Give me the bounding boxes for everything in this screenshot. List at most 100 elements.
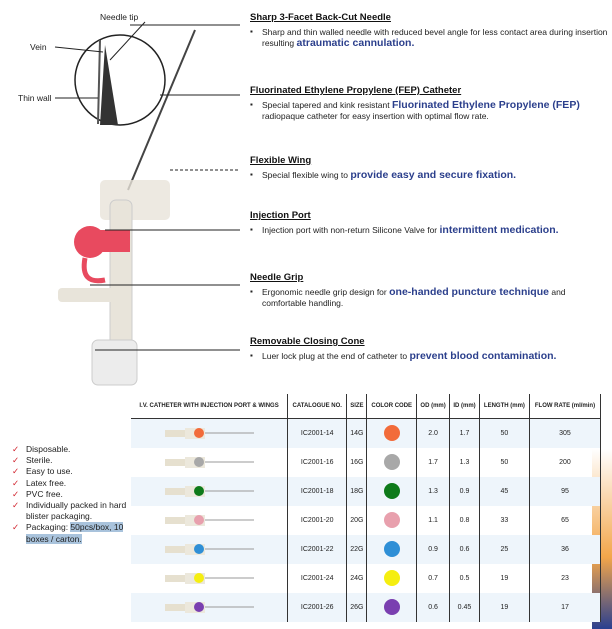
annotation-body: Ergonomic needle grip design for <box>262 287 387 297</box>
feature-item: PVC free. <box>12 489 146 500</box>
id: 0.8 <box>449 506 480 535</box>
catheter-illustration <box>54 21 240 386</box>
annotation-body: Injection port with non-return Silicone … <box>262 225 438 235</box>
size: 20G <box>346 506 368 535</box>
color-code <box>366 418 418 448</box>
od: 0.6 <box>416 593 451 622</box>
color-code <box>366 448 418 477</box>
length: 19 <box>479 564 530 593</box>
annotation-highlight: provide easy and secure fixation. <box>350 169 517 181</box>
annotation-body-2: radiopaque catheter for easy insertion w… <box>262 110 489 121</box>
od: 0.7 <box>416 564 451 593</box>
size: 24G <box>346 564 368 593</box>
annotation-3: Flexible Wing Special flexible wing to pr… <box>250 155 610 181</box>
annotation-highlight: intermittent medication. <box>439 224 559 236</box>
annotation-body: Sharp and thin walled needle with reduce… <box>262 27 608 48</box>
annotation-text: Special tapered and kink resistant Fluor… <box>250 100 610 121</box>
id: 0.5 <box>449 564 480 593</box>
annotation-title: Fluorinated Ethylene Propylene (FEP) Cat… <box>250 85 462 96</box>
table-row: IC2001-24 24G 0.7 0.5 19 23 <box>131 564 602 593</box>
feature-item: Packaging: 50pcs/box, 10 boxes / carton. <box>12 522 146 544</box>
column-header: ID (mm) <box>449 394 480 419</box>
product-image <box>131 564 289 593</box>
flow-rate: 65 <box>529 506 602 535</box>
annotation-title: Removable Closing Cone <box>250 336 365 347</box>
length: 50 <box>479 418 530 448</box>
annotation-title: Flexible Wing <box>250 155 312 166</box>
annotation-body: Special tapered and kink resistant <box>262 100 390 110</box>
selected-text: 50pcs/box, 10 boxes / carton. <box>26 522 124 544</box>
size: 14G <box>346 418 368 448</box>
product-image <box>131 418 289 448</box>
feature-text-packaging: Packaging: 50pcs/box, 10 boxes / carton. <box>26 522 124 544</box>
catalogue-no: IC2001-18 <box>287 477 348 506</box>
annotation-title: Injection Port <box>250 210 311 221</box>
catalogue-no: IC2001-24 <box>287 564 348 593</box>
annotation-text: Luer lock plug at the end of catheter to… <box>250 351 610 362</box>
color-dot <box>383 569 400 586</box>
id: 1.7 <box>449 418 480 448</box>
feature-item: Disposable. <box>12 444 146 455</box>
feature-item: Sterile. <box>12 455 146 466</box>
feature-item: Individually packed in hard blister pack… <box>12 500 146 522</box>
color-dot <box>383 453 400 470</box>
id: 0.6 <box>449 535 480 564</box>
size: 22G <box>346 535 368 564</box>
color-dot <box>383 424 400 441</box>
annotation-body: Luer lock plug at the end of catheter to <box>262 351 408 361</box>
product-image <box>131 593 289 622</box>
annotation-body-2: and comfortable handling. <box>262 287 566 308</box>
catalogue-no: IC2001-22 <box>287 535 348 564</box>
size: 16G <box>346 448 368 477</box>
spec-table: I.V. CATHETER WITH INJECTION PORT & WING… <box>131 394 602 622</box>
catalogue-no: IC2001-20 <box>287 506 348 535</box>
table-row: IC2001-20 20G 1.1 0.8 33 65 <box>131 506 602 535</box>
annotation-5: Needle Grip Ergonomic needle grip design … <box>250 272 610 308</box>
column-header: I.V. CATHETER WITH INJECTION PORT & WING… <box>131 394 289 419</box>
feature-item: Easy to use. <box>12 466 146 477</box>
catalogue-no: IC2001-14 <box>287 418 348 448</box>
annotation-text: Injection port with non-return Silicone … <box>250 225 610 236</box>
id: 0.45 <box>449 593 480 622</box>
table-row: IC2001-22 22G 0.9 0.6 25 36 <box>131 535 602 564</box>
column-header: CATALOGUE NO. <box>287 394 348 419</box>
id: 1.3 <box>449 448 480 477</box>
flow-rate: 305 <box>529 418 602 448</box>
annotation-title: Needle Grip <box>250 272 304 283</box>
size: 26G <box>346 593 368 622</box>
catalogue-no: IC2001-26 <box>287 593 348 622</box>
flow-rate: 95 <box>529 477 602 506</box>
annotation-highlight: one-handed puncture technique <box>389 286 549 298</box>
flow-rate: 23 <box>529 564 602 593</box>
annotation-highlight: Fluorinated Ethylene Propylene (FEP) <box>391 99 580 111</box>
table-row: IC2001-26 26G 0.6 0.45 19 17 <box>131 593 602 622</box>
color-code <box>366 506 418 535</box>
needle-tip-label: Needle tip <box>100 12 139 22</box>
annotation-title: Sharp 3-Facet Back-Cut Needle <box>250 12 391 23</box>
column-header: LENGTH (mm) <box>479 394 530 419</box>
length: 45 <box>479 477 530 506</box>
thin-wall-label: Thin wall <box>18 93 52 103</box>
color-dot <box>383 598 400 615</box>
product-image <box>131 448 289 477</box>
annotation-text: Special flexible wing to provide easy an… <box>250 170 610 181</box>
product-image <box>131 506 289 535</box>
color-code <box>366 564 418 593</box>
flow-rate: 17 <box>529 593 602 622</box>
length: 19 <box>479 593 530 622</box>
color-dot <box>383 511 400 528</box>
annotation-text: Sharp and thin walled needle with reduce… <box>250 27 610 48</box>
product-image <box>131 535 289 564</box>
color-code <box>366 477 418 506</box>
annotation-highlight: prevent blood contamination. <box>409 350 557 362</box>
vein-label: Vein <box>30 42 47 52</box>
table-row: IC2001-18 18G 1.3 0.9 45 95 <box>131 477 602 506</box>
annotation-highlight: atraumatic cannulation. <box>296 36 415 49</box>
color-code <box>366 535 418 564</box>
column-header: OD (mm) <box>416 394 451 419</box>
table-row: IC2001-16 16G 1.7 1.3 50 200 <box>131 448 602 477</box>
od: 1.3 <box>416 477 451 506</box>
id: 0.9 <box>449 477 480 506</box>
length: 25 <box>479 535 530 564</box>
column-header: SIZE <box>346 394 368 419</box>
